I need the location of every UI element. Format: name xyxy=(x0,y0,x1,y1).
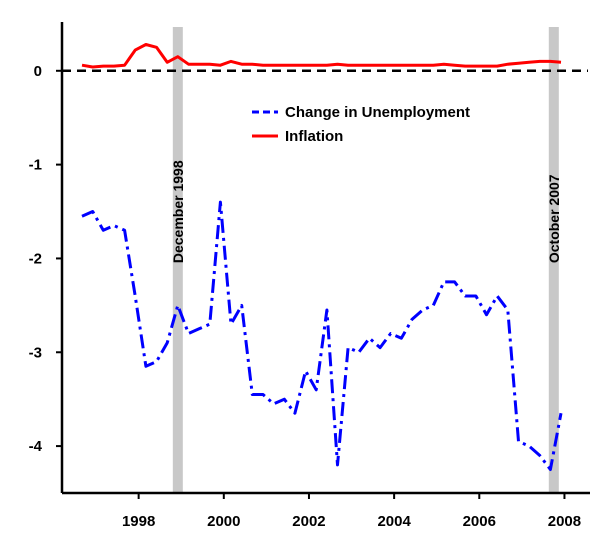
event-label: October 2007 xyxy=(546,174,562,263)
y-tick-label: -1 xyxy=(29,157,42,174)
x-tick-label: 2008 xyxy=(548,513,581,530)
axes xyxy=(56,22,590,499)
y-tick-label: -4 xyxy=(29,438,43,455)
series-lines xyxy=(81,43,563,471)
y-tick-label: -3 xyxy=(29,344,42,361)
y-tick-label: 0 xyxy=(34,63,42,80)
legend-label: Inflation xyxy=(285,128,343,145)
x-tick-label: 2004 xyxy=(377,513,411,530)
legend-label: Change in Unemployment xyxy=(285,104,470,121)
unemployment-change-line xyxy=(81,200,563,471)
x-tick-label: 1998 xyxy=(122,513,155,530)
event-bands xyxy=(172,27,559,493)
legend: Change in Unemployment Inflation xyxy=(252,104,470,145)
event-label: December 1998 xyxy=(170,160,186,263)
event-band xyxy=(548,27,559,493)
event-band xyxy=(172,27,183,493)
y-tick-label: -2 xyxy=(29,250,42,267)
x-tick-label: 2002 xyxy=(292,513,325,530)
tick-labels: 0 -1 -2 -3 -4 1998 2000 2002 2004 2006 2008 xyxy=(29,63,581,530)
inflation-line xyxy=(81,43,562,69)
x-tick-label: 2000 xyxy=(207,513,240,530)
event-labels: December 1998 October 2007 xyxy=(170,160,562,263)
x-tick-label: 2006 xyxy=(463,513,496,530)
